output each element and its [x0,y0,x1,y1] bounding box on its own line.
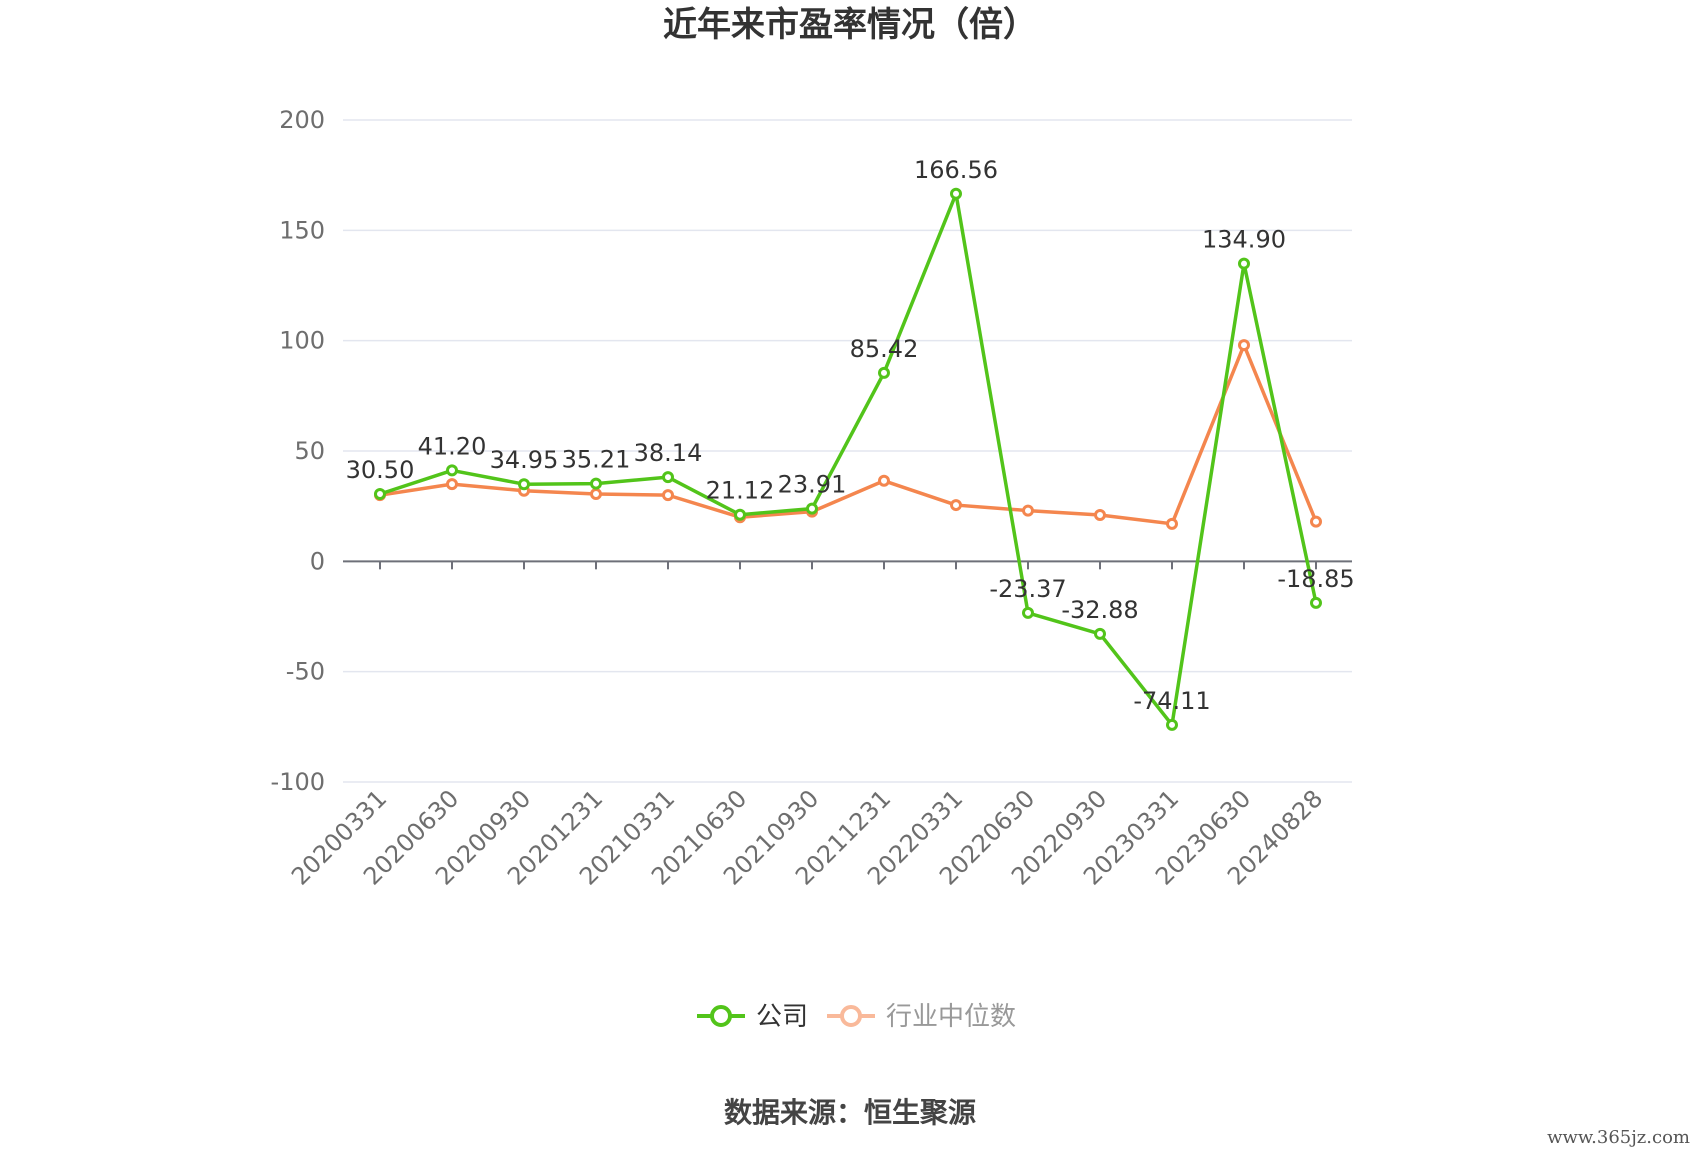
y-tick-label: 50 [294,437,325,465]
series-line-0 [379,192,1318,727]
legend-industry-label: 行业中位数 [886,1002,1016,1032]
legend-company-marker [710,1005,732,1027]
data-point-1[interactable] [1238,339,1250,352]
data-point-0[interactable] [662,471,674,484]
y-tick-label: -50 [286,658,325,686]
data-point-0[interactable] [446,464,458,477]
data-point-1[interactable] [1094,508,1106,521]
data-point-1[interactable] [878,474,890,487]
data-point-0[interactable] [590,477,602,490]
data-point-0[interactable] [374,488,386,501]
data-label: -74.11 [1133,687,1210,715]
data-point-0[interactable] [1310,596,1322,609]
data-point-1[interactable] [662,489,674,502]
chart-title: 近年来市盈率情况（倍） [663,5,1037,45]
legend-item-industry-median[interactable]: 行业中位数 [827,1002,1016,1032]
data-label: -32.88 [1061,596,1138,624]
data-point-1[interactable] [1166,517,1178,530]
data-source: 数据来源：恒生聚源 [724,1096,976,1129]
y-tick-label: -100 [271,768,325,796]
data-point-0[interactable] [1094,627,1106,640]
y-tick-label: 100 [279,327,325,355]
y-axis-ticks: 200 150 100 50 0 -50 -100 [271,106,325,796]
data-label: -18.85 [1277,565,1354,593]
data-point-0[interactable] [734,508,746,521]
data-point-1[interactable] [1310,515,1322,528]
legend-item-company[interactable]: 公司 [697,1002,808,1032]
data-point-0[interactable] [1238,257,1250,270]
data-label: 30.50 [346,456,415,484]
data-label: 23.91 [778,471,847,499]
y-tick-label: 0 [310,547,325,575]
x-axis [343,560,1352,570]
data-label: 134.90 [1202,226,1286,254]
data-point-0[interactable] [1022,606,1034,619]
data-label: -23.37 [989,575,1066,603]
x-axis-ticks: 2020033120200630202009302020123120210331… [286,784,1328,890]
data-point-0[interactable] [878,366,890,379]
data-label: 166.56 [914,156,998,184]
watermark: www.365jz.com [1547,1127,1690,1148]
data-point-1[interactable] [950,499,962,512]
data-point-1[interactable] [1022,504,1034,517]
data-point-0[interactable] [1166,718,1178,731]
data-label: 34.95 [490,446,559,474]
y-tick-label: 150 [279,216,325,244]
data-point-1[interactable] [446,478,458,491]
series-layer [374,187,1322,731]
legend-industry-marker [840,1005,862,1027]
grid-lines [343,119,1352,783]
y-tick-label: 200 [279,106,325,134]
data-label: 41.20 [418,432,487,460]
data-point-0[interactable] [806,502,818,515]
series-line-1 [379,343,1318,526]
data-label: 85.42 [850,335,919,363]
data-point-0[interactable] [950,187,962,200]
data-point-1[interactable] [590,488,602,501]
legend: 公司 行业中位数 [697,1002,1016,1032]
data-label: 35.21 [562,446,631,474]
data-label: 38.14 [634,439,703,467]
data-label: 21.12 [706,477,775,505]
data-point-0[interactable] [518,478,530,491]
legend-company-label: 公司 [756,1002,808,1032]
